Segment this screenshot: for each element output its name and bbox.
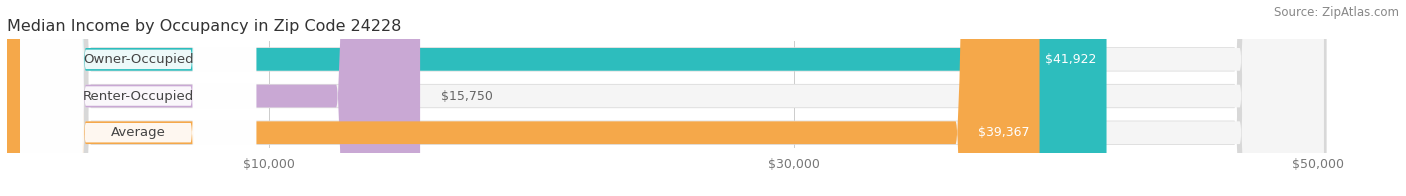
Text: Median Income by Occupancy in Zip Code 24228: Median Income by Occupancy in Zip Code 2… — [7, 19, 401, 34]
FancyBboxPatch shape — [1, 0, 420, 196]
FancyBboxPatch shape — [20, 0, 256, 196]
FancyBboxPatch shape — [20, 0, 256, 196]
Text: Average: Average — [111, 126, 166, 139]
FancyBboxPatch shape — [20, 0, 256, 196]
FancyBboxPatch shape — [1, 0, 1323, 196]
FancyBboxPatch shape — [1, 0, 1107, 196]
Text: $15,750: $15,750 — [441, 90, 494, 103]
FancyBboxPatch shape — [0, 0, 1326, 196]
Text: Owner-Occupied: Owner-Occupied — [83, 53, 194, 66]
FancyBboxPatch shape — [1, 0, 1039, 196]
FancyBboxPatch shape — [1, 0, 1323, 196]
FancyBboxPatch shape — [1, 0, 1323, 196]
FancyBboxPatch shape — [0, 0, 1326, 196]
Text: $39,367: $39,367 — [977, 126, 1029, 139]
Text: $41,922: $41,922 — [1045, 53, 1097, 66]
Text: Source: ZipAtlas.com: Source: ZipAtlas.com — [1274, 6, 1399, 19]
Text: Renter-Occupied: Renter-Occupied — [83, 90, 194, 103]
FancyBboxPatch shape — [0, 0, 1326, 196]
